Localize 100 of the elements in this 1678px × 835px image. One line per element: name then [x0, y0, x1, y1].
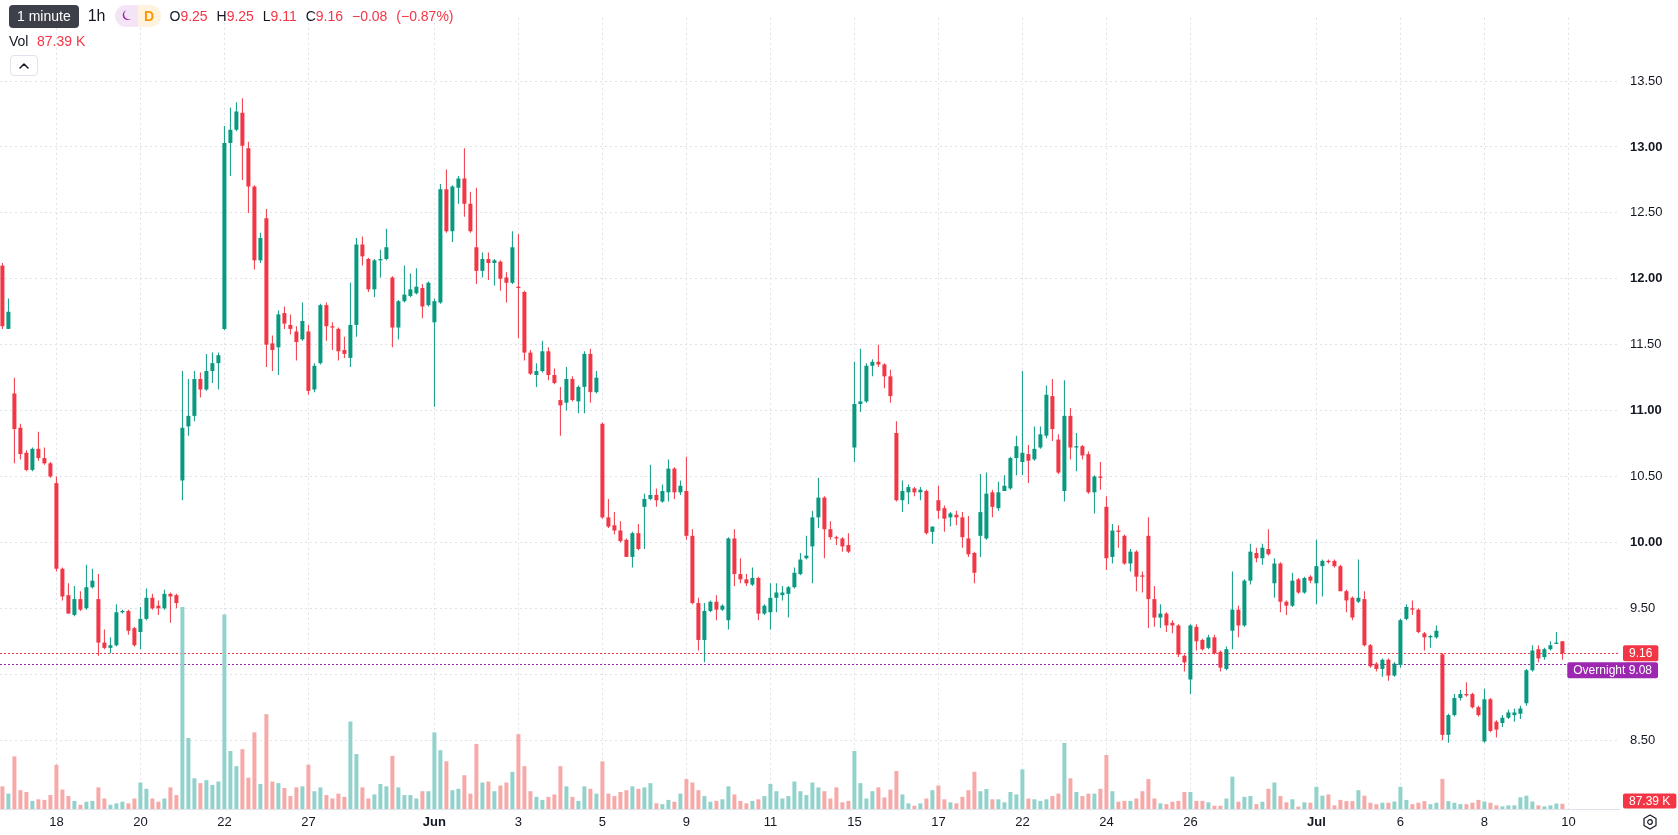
bar — [546, 796, 551, 809]
bar — [804, 795, 809, 809]
bar — [1422, 801, 1427, 809]
x-tick-label: 24 — [1099, 814, 1114, 830]
bar — [816, 787, 821, 809]
bar — [1254, 804, 1259, 809]
bar — [672, 801, 677, 809]
bar — [186, 738, 191, 809]
bar — [1026, 798, 1031, 809]
bar — [618, 792, 623, 809]
bar — [312, 791, 317, 809]
bar — [1446, 801, 1451, 809]
candlestick — [1356, 559, 1361, 604]
bar — [1410, 804, 1415, 809]
bar — [300, 786, 305, 809]
x-tick-label: 15 — [847, 814, 862, 830]
bar — [1272, 782, 1277, 809]
bar — [786, 796, 791, 809]
bar — [150, 798, 155, 809]
bar — [558, 766, 563, 809]
bar — [660, 804, 665, 809]
bar — [276, 783, 281, 809]
x-tick-label: Jul — [1307, 814, 1326, 830]
text: O9.25 H9.25 L9.11 C9.16 −0.08 (−0.87%) — [169, 8, 454, 24]
bar — [204, 780, 209, 809]
bar — [702, 796, 707, 809]
y-tick-label: 11.00 — [1630, 402, 1662, 418]
y-tick-label: 10.00 — [1630, 534, 1663, 549]
bar — [612, 796, 617, 809]
bar — [900, 794, 905, 809]
bar — [1308, 802, 1313, 809]
bar — [372, 794, 377, 809]
bar — [564, 786, 569, 809]
bar — [108, 804, 113, 809]
bar — [1302, 802, 1307, 809]
bar — [1350, 801, 1355, 809]
y-tick-label: 8.50 — [1630, 731, 1656, 747]
bar — [384, 786, 389, 809]
bar — [648, 783, 653, 809]
bar — [1470, 802, 1475, 809]
bar — [0, 786, 5, 809]
bar — [1266, 788, 1271, 809]
bar — [1428, 804, 1433, 809]
bar — [864, 798, 869, 809]
bar — [1170, 801, 1175, 809]
bar — [432, 732, 437, 809]
annotation: D — [137, 5, 161, 27]
bar — [1200, 800, 1205, 809]
bar — [960, 796, 965, 809]
bar — [1440, 778, 1445, 809]
bar — [438, 750, 443, 809]
bar — [288, 796, 293, 809]
bar — [1380, 802, 1385, 809]
bar — [780, 798, 785, 809]
bar — [762, 796, 767, 809]
bar — [498, 785, 503, 809]
bar — [492, 791, 497, 809]
bar — [714, 800, 719, 809]
bar — [120, 801, 125, 809]
bar — [972, 771, 977, 809]
bar — [78, 804, 83, 809]
bar — [12, 756, 17, 809]
bar — [1482, 801, 1487, 809]
bar — [216, 781, 221, 809]
bar — [234, 766, 239, 809]
bar — [516, 734, 521, 809]
bar — [6, 793, 11, 809]
bar — [870, 791, 875, 809]
bar — [408, 795, 413, 809]
bar — [156, 801, 161, 809]
bar — [390, 755, 395, 809]
bar — [1074, 792, 1079, 809]
bar — [96, 787, 101, 809]
bar — [90, 800, 95, 809]
bar — [1008, 792, 1013, 809]
bar — [1548, 805, 1553, 809]
x-tick-label: 27 — [301, 814, 316, 830]
bar — [930, 790, 935, 809]
bar — [894, 771, 899, 809]
bar — [1134, 798, 1139, 809]
y-tick-label: 11.50 — [1630, 336, 1662, 352]
bar — [366, 798, 371, 809]
bar — [1164, 804, 1169, 809]
bar — [1182, 792, 1187, 809]
bar — [60, 789, 65, 809]
y-tick-label: 10.50 — [1630, 468, 1663, 484]
bar — [1362, 795, 1367, 809]
annotation: 87.39 K — [37, 32, 86, 51]
bar — [792, 781, 797, 809]
bar — [330, 798, 335, 809]
bar — [1452, 802, 1457, 809]
bar — [1278, 796, 1283, 809]
bar — [462, 775, 467, 809]
bar — [1080, 796, 1085, 809]
bar — [420, 791, 425, 809]
x-tick-label: 26 — [1183, 814, 1198, 830]
bar — [924, 798, 929, 809]
bar — [54, 764, 59, 809]
bar — [1560, 803, 1565, 809]
bar — [1464, 804, 1469, 809]
